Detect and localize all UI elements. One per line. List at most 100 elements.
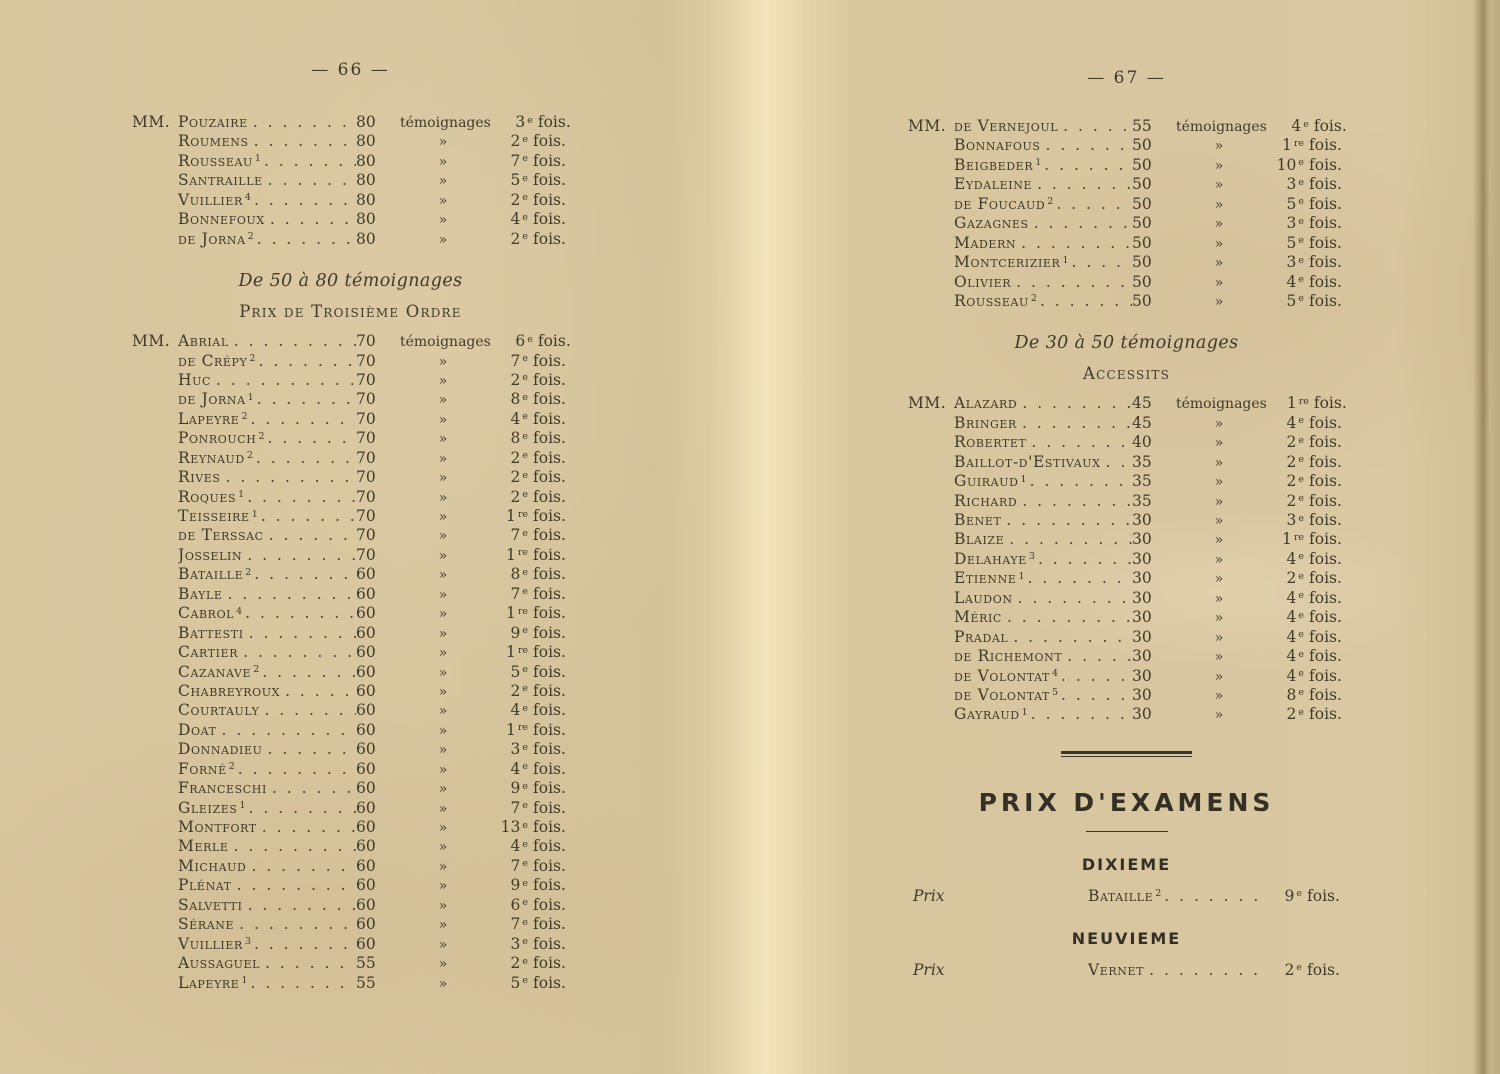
- leader-dots: [1031, 705, 1132, 724]
- fois-label: fois.: [1309, 413, 1342, 432]
- testimony-count: 30: [1132, 588, 1152, 607]
- testimony-count: 35: [1132, 472, 1152, 491]
- testimony-count: 30: [1132, 647, 1152, 666]
- testimony-count: 80: [356, 113, 376, 131]
- times-cell: 4 e fois.: [486, 701, 569, 720]
- recipient-cell: de Volontat 5: [954, 686, 1132, 705]
- times-cell: 7 e fois.: [486, 585, 569, 604]
- testimony-count: 70: [356, 526, 376, 545]
- leader-dots: [239, 915, 356, 934]
- testimony-count: 30: [1132, 549, 1152, 568]
- recipient-name: Olivier: [954, 272, 1012, 291]
- leader-dots: [251, 974, 357, 993]
- leader-dots: [261, 507, 356, 526]
- testimony-unit: »: [438, 858, 448, 875]
- leader-dots: [1038, 550, 1132, 569]
- fois-label: fois.: [1309, 233, 1342, 252]
- times-cell: 7 e fois.: [486, 915, 569, 934]
- testimony-count: 50: [1132, 155, 1152, 174]
- recipient-name: Montfort: [178, 818, 257, 836]
- times-number: 10 e: [1276, 155, 1304, 174]
- fois-label: fois.: [533, 798, 566, 817]
- ordinal-superscript: e: [1298, 706, 1304, 718]
- testimony-unit: »: [438, 450, 448, 467]
- ordinal-superscript: e: [522, 172, 528, 184]
- recipient-cell: Abrial: [178, 332, 356, 351]
- leader-dots: [1071, 253, 1132, 272]
- testimony-unit: »: [1214, 435, 1224, 452]
- testimony-count: 55: [356, 954, 376, 973]
- ordinal-superscript: e: [522, 975, 528, 986]
- times-cell: 1 re fois.: [486, 604, 569, 623]
- testimony-unit: »: [1214, 235, 1224, 252]
- times-cell: 7 e fois.: [486, 526, 569, 545]
- testimony-count: 70: [356, 487, 376, 506]
- recipient-name: Roques: [178, 487, 237, 506]
- fois-label: fois.: [1309, 472, 1342, 491]
- recipient-name: Cabrol: [178, 604, 235, 623]
- fois-label: fois.: [533, 507, 566, 525]
- times-cell: 2 e fois.: [1262, 453, 1345, 472]
- leader-dots: [238, 760, 356, 779]
- testimony-count: 60: [356, 915, 376, 934]
- fois-label: fois.: [1309, 433, 1342, 452]
- recipient-cell: Vuillier 4: [178, 191, 356, 210]
- recipient-cell: Courtauly: [178, 701, 356, 720]
- times-cell: 1 re fois.: [486, 507, 569, 526]
- recipient-cell: de Volontat 4: [954, 667, 1132, 686]
- recipient-name: de Terssac: [178, 526, 264, 545]
- times-cell: 2 e fois.: [486, 132, 569, 151]
- recipient-cell: Cartier: [178, 643, 356, 662]
- recipient-cell: Battesti: [178, 624, 356, 643]
- recipient-cell: Gazagnes: [954, 214, 1132, 233]
- leader-dots: [1061, 686, 1132, 705]
- fois-label: fois.: [1309, 647, 1342, 666]
- times-number: 1 re: [1281, 530, 1304, 549]
- recipient-cell: de Foucaud 2: [954, 195, 1132, 214]
- times-cell: 4 e fois.: [1262, 550, 1345, 569]
- recipient-cell: Baillot-d'Estivaux: [954, 453, 1132, 472]
- recipient-name: Etienne: [954, 569, 1017, 588]
- testimony-count: 60: [356, 895, 376, 914]
- testimony-count: 70: [356, 390, 376, 409]
- recipient-cell: Rousseau 1: [178, 152, 356, 171]
- recipient-name: Donnadieu: [178, 740, 263, 759]
- ordinal-superscript: e: [1298, 629, 1304, 641]
- testimony-unit: »: [438, 917, 448, 934]
- table-row: Blaize 30 » 1re fois.: [908, 530, 1345, 549]
- recipient-name: Pouzaire: [178, 113, 248, 131]
- recipient-cell: Pouzaire: [178, 113, 356, 132]
- recipient-cell: Blaize: [954, 530, 1132, 549]
- testimony-count: 70: [356, 545, 376, 564]
- leader-dots: [237, 876, 356, 895]
- ordinal-superscript: e: [522, 211, 528, 223]
- times-number: 1 re: [1281, 136, 1304, 155]
- times-cell: 5 e fois.: [486, 171, 569, 190]
- ordinal-superscript: e: [522, 838, 528, 850]
- exam-recipient-cell: Vernet: [1088, 960, 1260, 980]
- testimony-unit: »: [438, 134, 448, 151]
- times-cell: 2 e fois.: [486, 449, 569, 468]
- fois-label: fois.: [1309, 549, 1342, 568]
- testimony-count: 55: [1132, 117, 1152, 135]
- recipient-cell: Reynaud 2: [178, 449, 356, 468]
- testimony-count: 50: [1132, 233, 1152, 252]
- testimony-count: 60: [356, 623, 376, 642]
- leader-dots: [262, 818, 356, 837]
